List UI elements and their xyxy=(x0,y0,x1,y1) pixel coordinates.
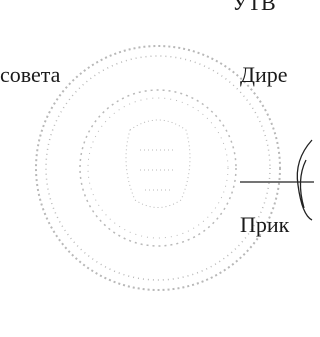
signature xyxy=(297,140,312,220)
title: УТВ xyxy=(232,0,276,15)
right-text: Дире xyxy=(240,62,288,87)
page: УТВ совета Дире Прик (() => { const data… xyxy=(0,0,314,337)
bottom-text: Прик xyxy=(240,212,290,237)
left-text: совета xyxy=(0,62,61,87)
document-fragment: УТВ совета Дире Прик xyxy=(0,0,314,337)
